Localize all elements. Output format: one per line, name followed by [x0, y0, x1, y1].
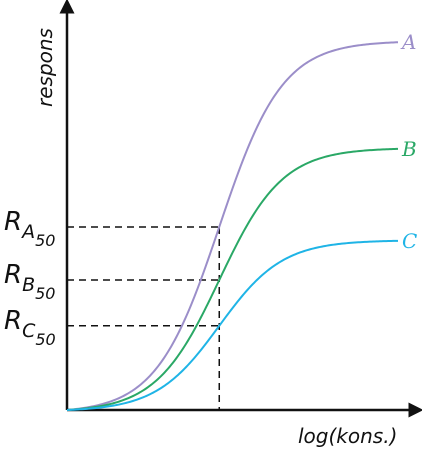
reference-lines	[67, 226, 221, 410]
r50-label-a: RA50	[4, 207, 55, 250]
series-label-a: A	[400, 30, 416, 54]
series-label-b: B	[401, 137, 417, 161]
series-line-b	[66, 147, 399, 411]
r50-label-b: RB50	[4, 260, 55, 303]
series-label-c: C	[402, 229, 417, 253]
series-labels: A B C	[400, 30, 417, 253]
x-axis-label: log(kons.)	[298, 424, 397, 448]
series-curves	[66, 41, 399, 411]
r50-label-c: RC50	[4, 306, 56, 349]
series-line-c	[66, 239, 399, 411]
series-line-a	[66, 41, 399, 411]
y-axis-label: respons	[33, 28, 57, 107]
